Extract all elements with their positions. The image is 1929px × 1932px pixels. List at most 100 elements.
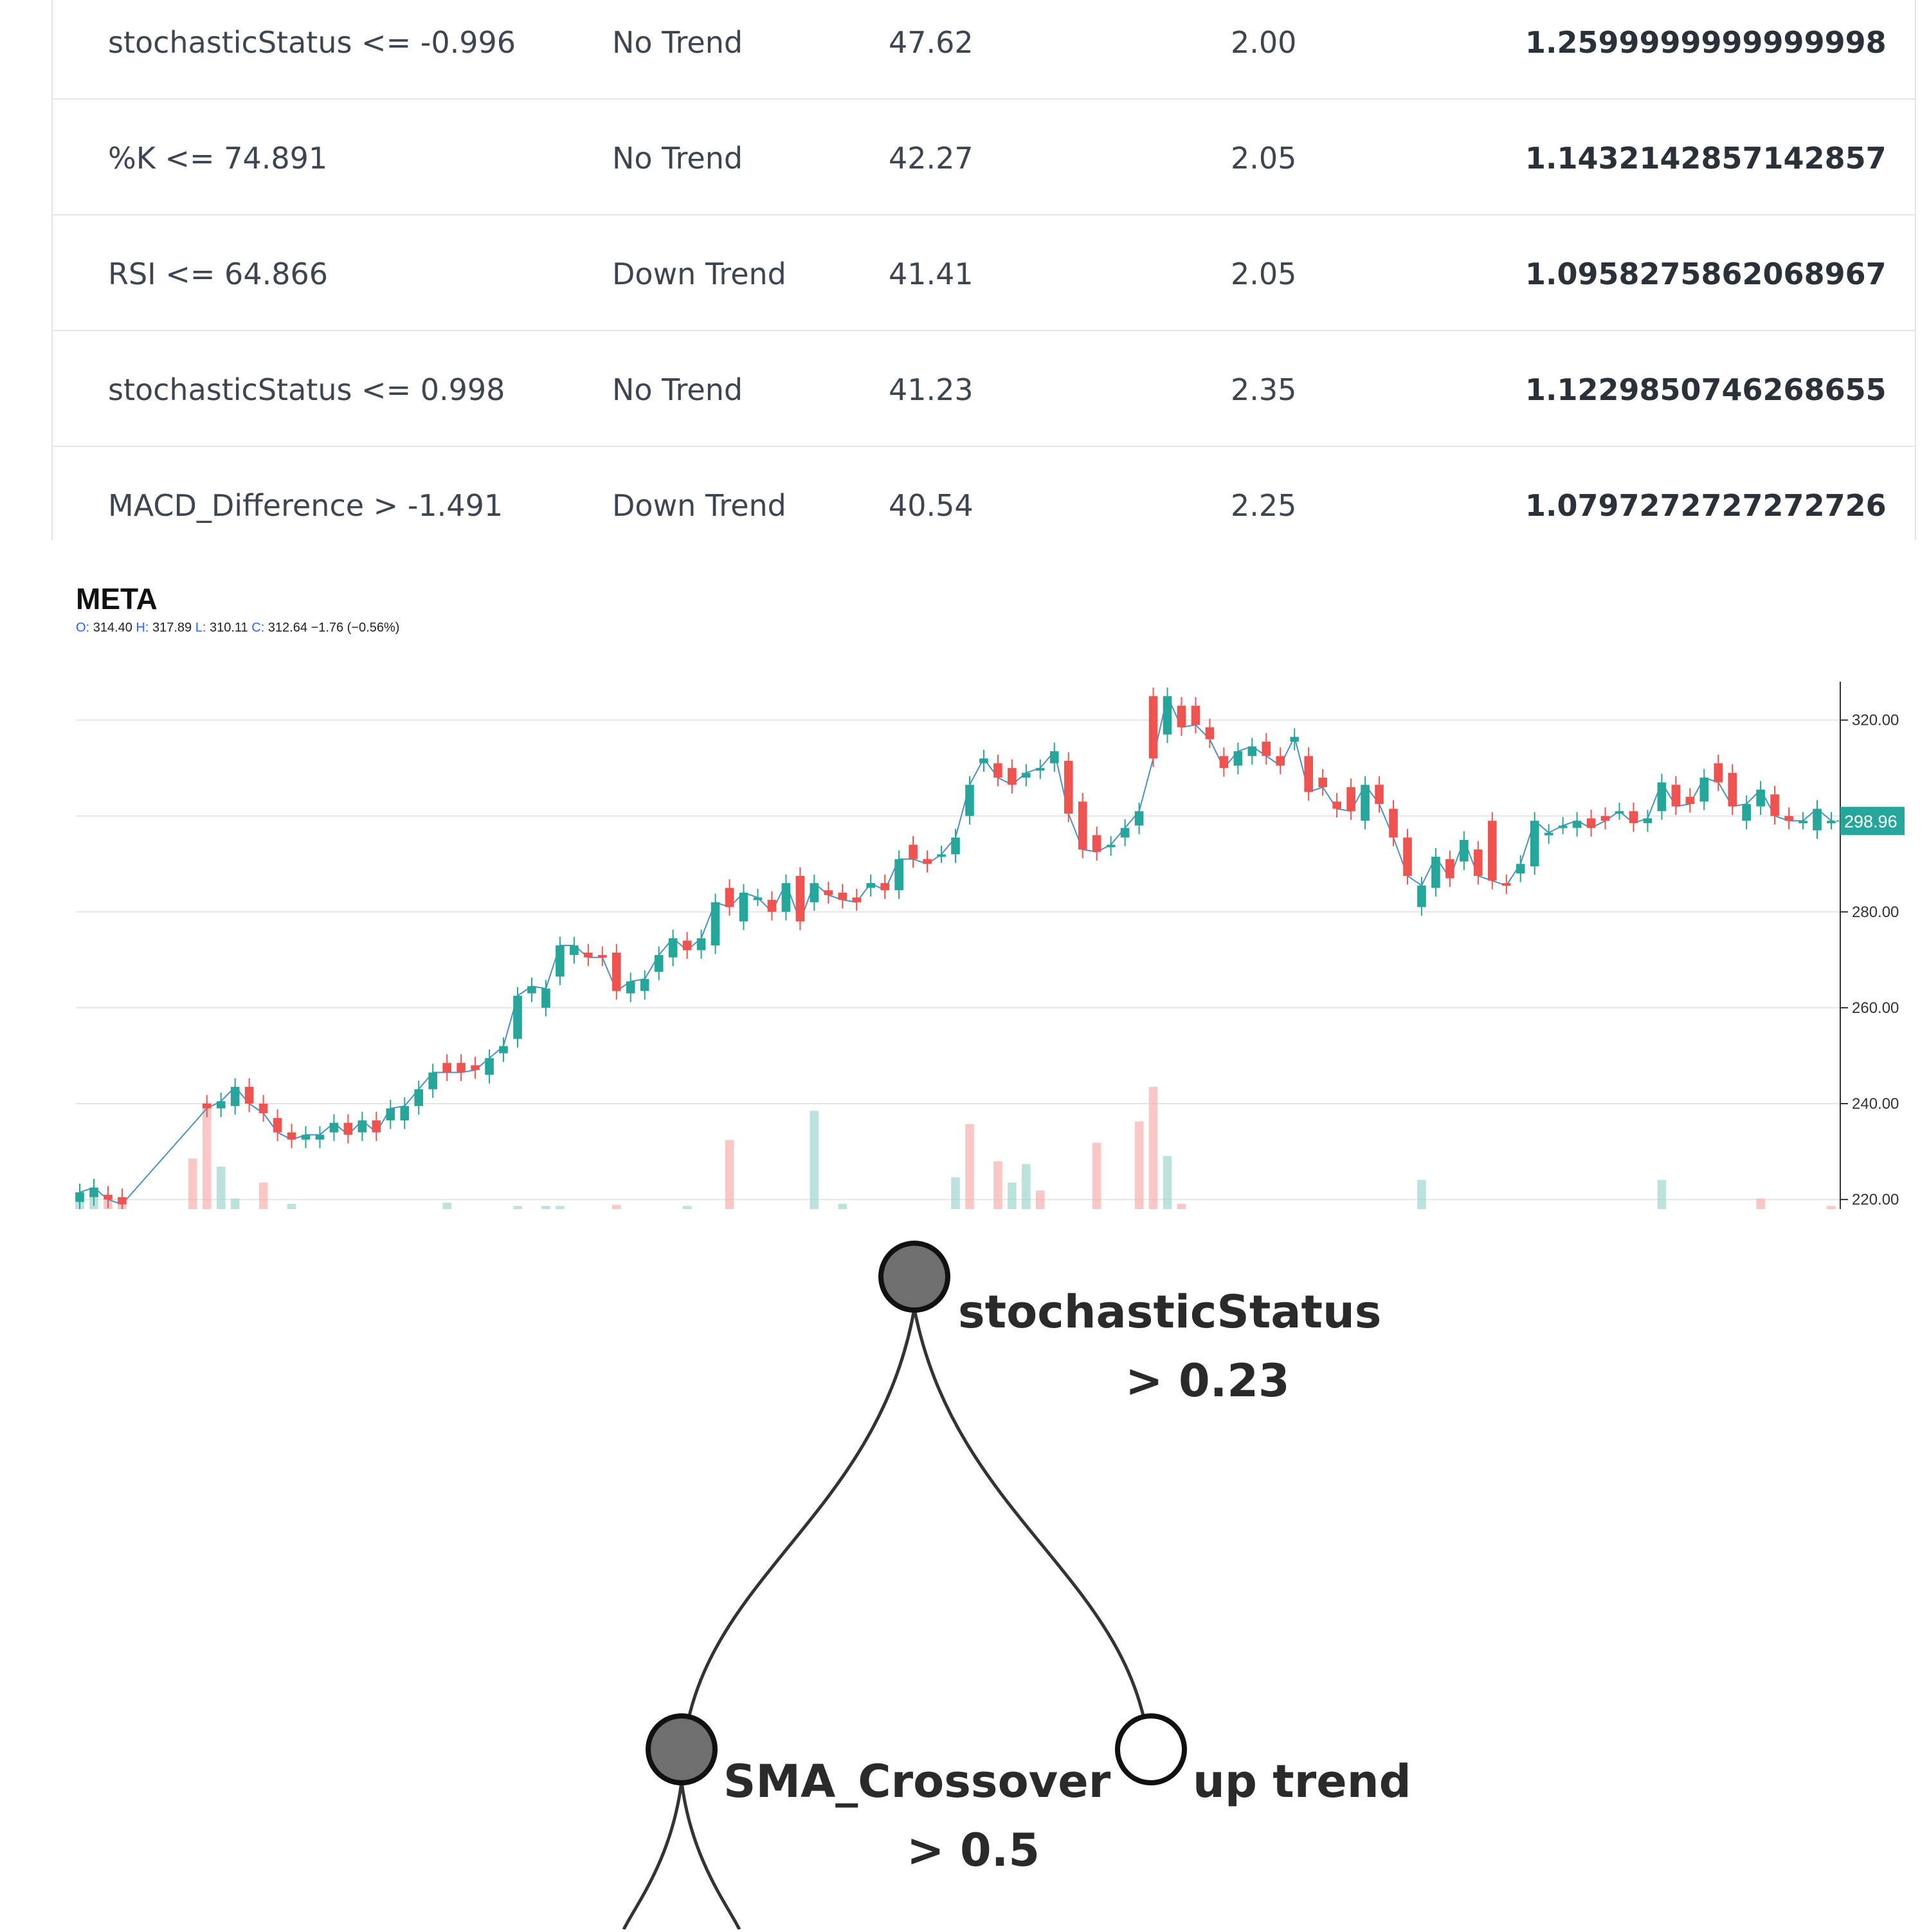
candle-body <box>1134 811 1144 826</box>
last-price-label: 298.96 <box>1844 812 1897 831</box>
candle-body <box>880 883 889 891</box>
volume-bar <box>1092 1142 1101 1209</box>
candle-body <box>611 952 621 991</box>
candle-body <box>513 996 522 1039</box>
volume-bar <box>611 1205 621 1209</box>
candle-body <box>75 1192 84 1202</box>
candle-body <box>1600 816 1610 821</box>
volume-bar <box>188 1158 197 1209</box>
candle-body <box>1191 706 1200 725</box>
candle-body <box>1657 782 1667 812</box>
candle-body <box>682 940 692 951</box>
volume-bar <box>682 1206 692 1209</box>
candle-body <box>1615 811 1624 814</box>
candle-body <box>1233 751 1243 766</box>
candle-body <box>654 954 664 972</box>
candle-body <box>1516 864 1525 874</box>
cell-condition: stochasticStatus <= 0.998 <box>108 372 505 407</box>
table-row: RSI <= 64.866 Down Trend 41.41 2.05 1.095827… <box>53 215 1915 331</box>
candle-body <box>1276 756 1285 766</box>
volume-bar <box>513 1206 522 1209</box>
candle-body <box>1629 811 1638 823</box>
table-row: %K <= 74.891 No Trend 42.27 2.05 1.143214285… <box>53 100 1915 215</box>
cell-value: 1.1432142857142857 <box>1525 141 1887 176</box>
cell-trend: Down Trend <box>612 488 786 523</box>
cell-score: 40.54 <box>889 488 974 523</box>
volume-bar <box>1022 1163 1031 1209</box>
candle-body <box>866 883 876 888</box>
volume-bar <box>216 1166 226 1209</box>
candle-body <box>1318 778 1327 787</box>
last-price-badge <box>1840 807 1905 835</box>
candle-body <box>1049 751 1059 763</box>
candle-body <box>739 893 748 922</box>
candle-body <box>909 844 918 859</box>
cell-ratio: 2.05 <box>1231 257 1297 291</box>
candle-body <box>1008 768 1017 785</box>
candle-body <box>471 1065 480 1070</box>
candle-body <box>358 1120 367 1133</box>
candle-body <box>372 1120 381 1133</box>
y-tick-label: 240.00 <box>1852 1095 1899 1113</box>
candle-body <box>527 986 536 994</box>
candle-body <box>400 1106 410 1121</box>
volume-bar <box>838 1203 847 1209</box>
candle-body <box>89 1187 98 1198</box>
candle-body <box>979 758 988 763</box>
candle-body <box>1756 789 1765 807</box>
edge-left-down-1 <box>622 1781 684 1931</box>
candle-body <box>1784 816 1793 821</box>
left-node[interactable] <box>646 1713 718 1785</box>
root-node-label: stochasticStatus <box>958 1286 1382 1338</box>
volume-bar <box>810 1111 819 1209</box>
y-tick-label: 320.00 <box>1852 712 1899 729</box>
volume-bar <box>1008 1182 1017 1209</box>
volume-bar <box>1417 1180 1426 1209</box>
cell-condition: MACD_Difference > -1.491 <box>108 488 503 523</box>
candle-body <box>1827 821 1836 824</box>
candle-body <box>386 1108 395 1121</box>
root-node[interactable] <box>878 1241 950 1313</box>
price-chart: 320.00300.00280.00260.00240.00220.00298.… <box>0 566 1929 1209</box>
volume-bar <box>1177 1203 1186 1209</box>
cell-score: 42.27 <box>889 141 974 176</box>
high-key: H: <box>136 621 149 635</box>
volume-bar <box>202 1102 212 1209</box>
volume-bar <box>556 1206 565 1209</box>
candle-body <box>570 945 579 955</box>
tree-edges <box>622 1241 1187 1931</box>
rules-table: stochasticStatus <= -0.996 No Trend 47.62 2… <box>51 0 1916 540</box>
candle-body <box>1699 778 1709 802</box>
table-row: MACD_Difference > -1.491 Down Trend 40.54 2… <box>53 447 1915 540</box>
candle-body <box>1460 840 1469 862</box>
candle-body <box>1544 832 1553 835</box>
candle-body <box>1643 818 1653 823</box>
candle-body <box>894 859 903 891</box>
candle-body <box>343 1122 353 1135</box>
high-value: 317.89 <box>152 621 192 635</box>
cell-ratio: 2.00 <box>1231 25 1297 60</box>
chart-title: META <box>76 582 158 615</box>
candle-body <box>1728 772 1737 807</box>
candle-body <box>810 883 819 902</box>
root-node-condition: > 0.23 <box>1125 1354 1290 1407</box>
candle-body <box>1177 706 1186 727</box>
candle-body <box>287 1132 296 1140</box>
candle-body <box>1572 821 1582 828</box>
volume-bar <box>258 1182 268 1209</box>
candle-body <box>1530 821 1539 866</box>
candle-body <box>301 1135 311 1140</box>
cell-ratio: 2.25 <box>1231 488 1297 523</box>
candle-body <box>329 1122 339 1133</box>
candle-body <box>556 945 565 977</box>
candle-body <box>951 837 960 855</box>
candle-body <box>1798 821 1807 824</box>
volume-bar <box>965 1124 974 1209</box>
candle-body <box>668 938 678 958</box>
low-value: 310.11 <box>209 621 248 635</box>
candle-body <box>1247 746 1257 756</box>
right-leaf-node[interactable] <box>1115 1713 1187 1785</box>
candle-body <box>767 900 777 912</box>
close-value: 312.64 <box>267 621 307 635</box>
low-key: L: <box>195 621 206 635</box>
